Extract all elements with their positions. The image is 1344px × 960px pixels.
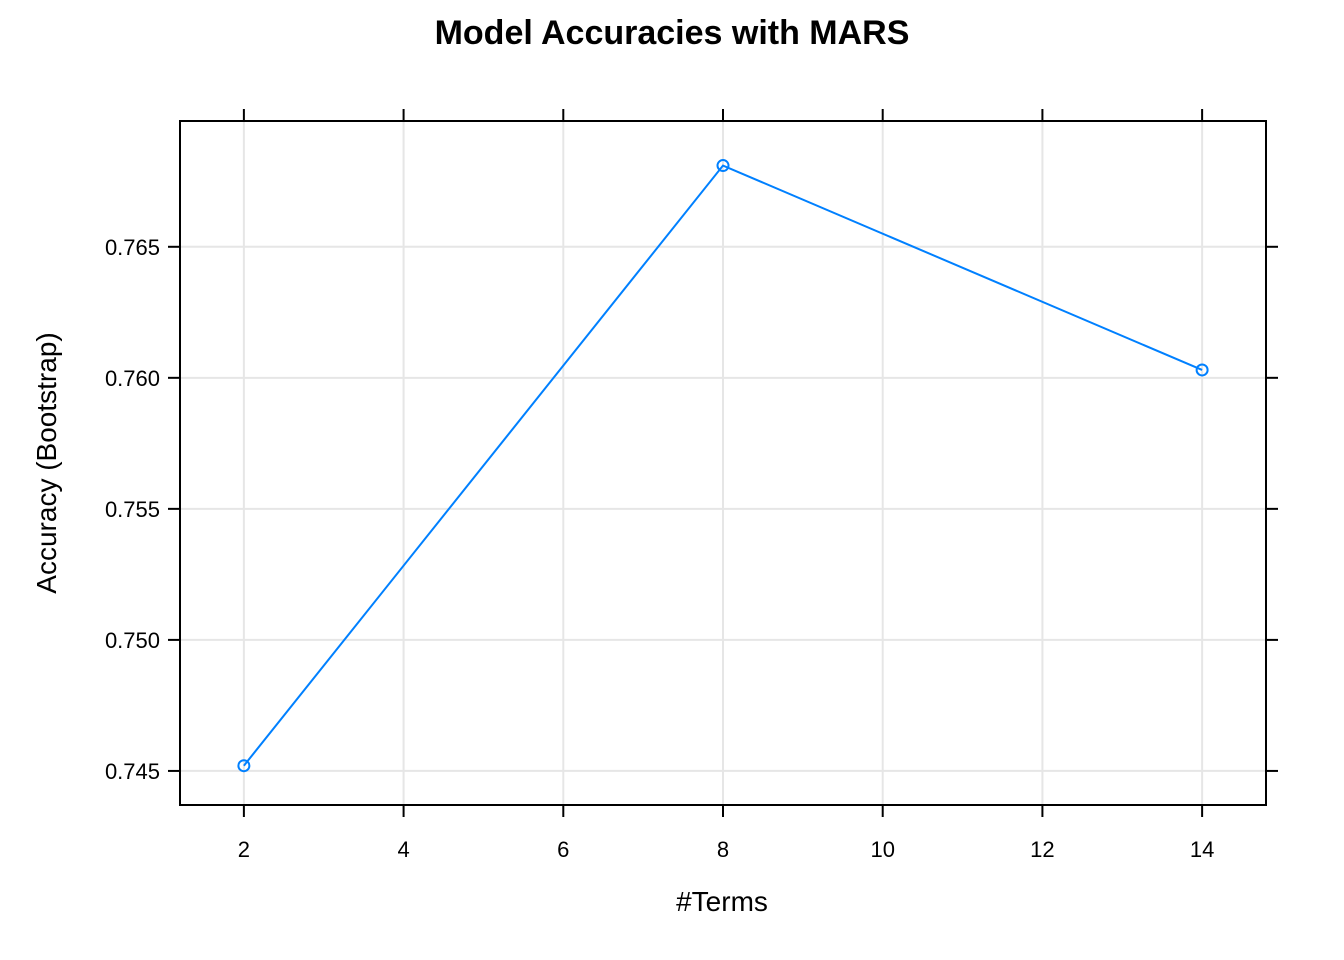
data-point (716, 159, 730, 173)
data-point (1195, 363, 1209, 377)
x-tick-label: 10 (870, 837, 894, 862)
y-axis-label: Accuracy (Bootstrap) (31, 332, 62, 593)
y-tick-label: 0.765 (105, 235, 160, 260)
x-tick-label: 2 (238, 837, 250, 862)
series-line (243, 164, 1203, 767)
y-tick-label: 0.750 (105, 628, 160, 653)
x-tick-label: 14 (1190, 837, 1214, 862)
series-layer (237, 159, 1209, 773)
y-tick-label: 0.745 (105, 759, 160, 784)
x-tick-labels: 2 4 6 8 10 12 14 (238, 837, 1215, 862)
x-tick-label: 4 (397, 837, 409, 862)
y-tick-label: 0.760 (105, 366, 160, 391)
axis-ticks (168, 109, 1278, 817)
grid-lines (180, 121, 1266, 805)
y-tick-label: 0.755 (105, 497, 160, 522)
x-tick-label: 8 (717, 837, 729, 862)
x-tick-label: 6 (557, 837, 569, 862)
y-tick-labels: 0.745 0.750 0.755 0.760 0.765 (105, 235, 160, 784)
x-tick-label: 12 (1030, 837, 1054, 862)
data-point (237, 759, 251, 773)
chart-title: Model Accuracies with MARS (435, 14, 910, 52)
x-axis-label: #Terms (676, 886, 768, 917)
